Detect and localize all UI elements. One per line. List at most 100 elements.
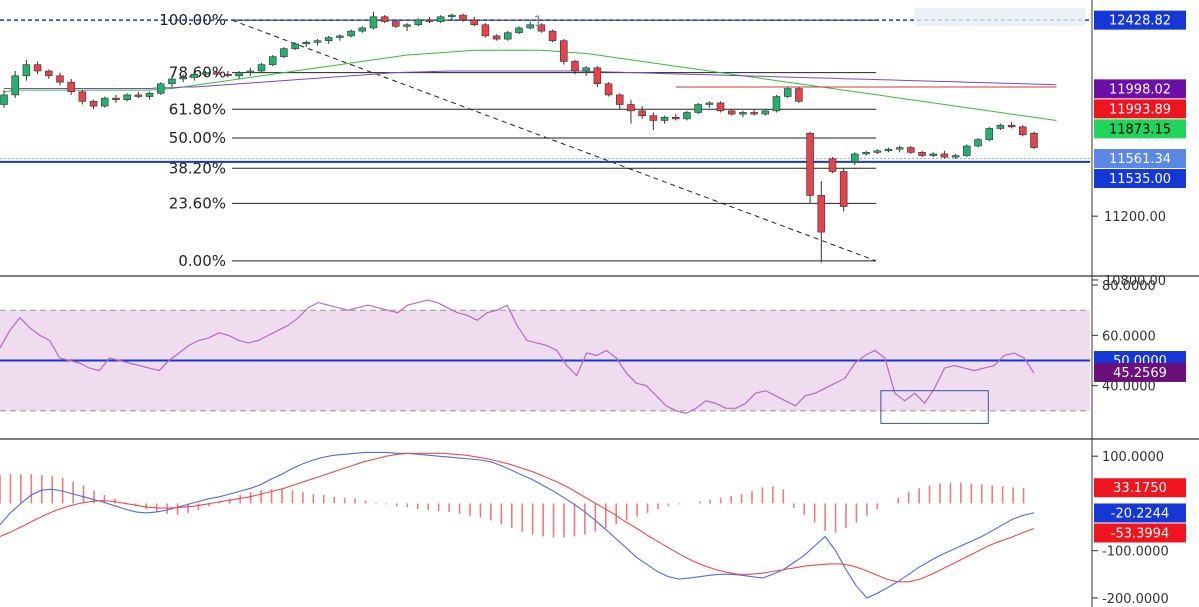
candle-body <box>918 152 926 156</box>
candle-body <box>302 41 311 45</box>
candle-body <box>436 16 445 22</box>
candle-body <box>526 24 534 29</box>
candle-body <box>694 104 702 113</box>
candle-body <box>212 72 221 75</box>
macd-panel <box>0 451 1035 599</box>
candle-body <box>358 27 367 32</box>
candle-body <box>515 27 523 34</box>
axis-tick-label: 80.0000 <box>1102 279 1156 294</box>
price-tag <box>1094 149 1186 169</box>
candle-body <box>45 70 53 77</box>
candle-body <box>907 147 915 153</box>
candle-body <box>403 24 411 27</box>
candle-body <box>560 40 568 62</box>
candle-body <box>369 16 378 29</box>
fib-label: 38.20% <box>169 159 226 177</box>
signal-line <box>0 452 1035 583</box>
macd-tag-label: -20.2244 <box>1111 506 1169 521</box>
price-tag-label: 11873.15 <box>1109 122 1171 137</box>
candle-body <box>996 124 1005 129</box>
candle-body <box>33 64 42 72</box>
price-tag-label: 11993.89 <box>1109 102 1171 117</box>
candle-body <box>246 70 255 73</box>
candle-body <box>683 112 691 120</box>
candle-body <box>537 24 546 32</box>
candle-body <box>929 153 938 156</box>
macd-tag <box>1094 523 1186 543</box>
rsi-panel <box>0 299 1199 440</box>
candle-body <box>123 94 131 101</box>
candle-body <box>615 94 624 105</box>
candle-body <box>716 102 725 112</box>
candle-body <box>201 72 210 75</box>
candle-body <box>761 110 770 115</box>
candle-body <box>492 35 501 40</box>
candle-body <box>974 139 982 147</box>
candle-body <box>392 21 400 27</box>
candle-body <box>504 32 512 40</box>
candle-body <box>280 48 288 57</box>
candle-body <box>425 19 434 22</box>
price-tag-label: 11998.02 <box>1109 82 1171 97</box>
candle-body <box>168 78 176 85</box>
axis-tick-label: 100.0000 <box>1102 450 1164 465</box>
candle-body <box>851 153 859 163</box>
candle-body <box>593 67 602 85</box>
candle-body <box>100 97 109 107</box>
candle-body <box>481 24 490 37</box>
candle-body <box>22 64 31 77</box>
candle-body <box>380 16 389 22</box>
candle-body <box>963 145 971 156</box>
candle-body <box>671 116 680 120</box>
candle-body <box>806 132 814 196</box>
candle-body <box>89 101 98 107</box>
candle-body <box>705 102 714 105</box>
candle-body <box>649 115 658 121</box>
candle-body <box>862 152 870 155</box>
candle-body <box>895 147 904 150</box>
candle-body <box>582 67 590 72</box>
blur-patch <box>915 8 1085 26</box>
fib-trendline <box>231 19 877 262</box>
candle-body <box>470 19 478 26</box>
price-axis: 11200.00 10800.00 12428.82 11998.02 11993.89… <box>1091 0 1186 607</box>
candle-body <box>11 75 19 96</box>
axis-tick-label: 10800.00 <box>1104 274 1166 289</box>
rsi-tag <box>1094 362 1186 382</box>
candle-body <box>727 110 736 115</box>
price-tag <box>1094 169 1186 189</box>
fib-label: 50.00% <box>169 129 226 147</box>
candle-body <box>112 97 120 101</box>
axis-tick-label: -100.0000 <box>1102 545 1169 560</box>
price-tag <box>1094 119 1186 139</box>
candle-body <box>548 30 557 41</box>
candle-body <box>257 64 266 72</box>
price-tag-label: 12428.82 <box>1109 14 1171 29</box>
candle-body <box>638 110 646 116</box>
candle-body <box>828 158 837 172</box>
macd-tag-label: -53.3994 <box>1111 526 1169 541</box>
candle-body <box>940 153 949 158</box>
candle-body <box>1030 132 1038 148</box>
candle-body <box>571 61 579 72</box>
rsi-highlight-box <box>880 390 989 424</box>
candle-body <box>985 128 993 140</box>
price-tag <box>1094 99 1186 119</box>
axis-tick-label: 40.0000 <box>1102 380 1156 395</box>
axis-tick-label: 60.0000 <box>1102 329 1156 344</box>
candle-body <box>67 81 75 93</box>
candle-body <box>660 116 669 121</box>
candle-body <box>268 56 277 65</box>
price-tag <box>1094 10 1186 30</box>
candle-body <box>750 112 758 115</box>
ma-slow-line <box>4 70 1057 89</box>
fib-label: 0.00% <box>178 252 226 270</box>
candle-body <box>627 104 635 112</box>
macd-tag-label: 33.1750 <box>1113 481 1167 496</box>
price-panel: 100.00%78.60%61.80%50.00%38.20%23.60%0.0… <box>0 8 1199 277</box>
candle-body <box>817 195 826 233</box>
price-tag <box>1094 79 1186 99</box>
candle-body <box>224 73 232 77</box>
axis-tick-label: 11200.00 <box>1104 210 1166 225</box>
